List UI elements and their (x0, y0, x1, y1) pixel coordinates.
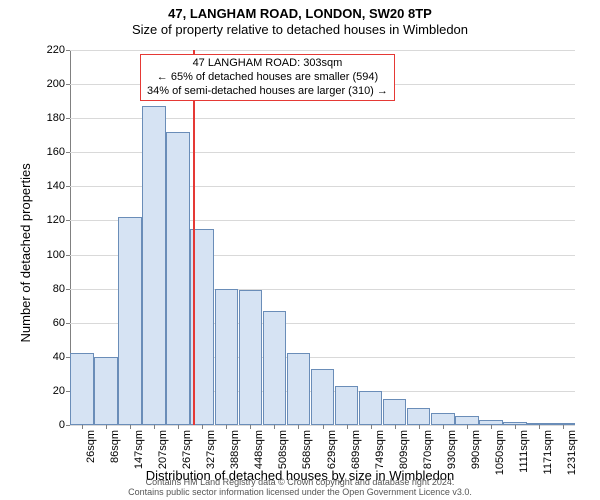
chart-title-address: 47, LANGHAM ROAD, LONDON, SW20 8TP (0, 6, 600, 21)
x-tick-mark (491, 425, 492, 429)
histogram-bar (359, 391, 383, 425)
y-tick-mark (66, 84, 70, 85)
x-tick-mark (443, 425, 444, 429)
x-tick-mark (178, 425, 179, 429)
x-tick-label: 990sqm (470, 430, 482, 480)
y-tick-label: 180 (30, 112, 65, 124)
annotation-line: 47 LANGHAM ROAD: 303sqm (147, 57, 388, 71)
x-tick-label: 930sqm (446, 430, 458, 480)
reference-line (193, 50, 195, 425)
x-tick-label: 870sqm (422, 430, 434, 480)
y-tick-label: 160 (30, 146, 65, 158)
attribution-footer: Contains HM Land Registry data © Crown c… (0, 478, 600, 498)
y-tick-label: 220 (30, 44, 65, 56)
x-tick-label: 207sqm (157, 430, 169, 480)
y-tick-mark (66, 323, 70, 324)
y-tick-mark (66, 391, 70, 392)
x-tick-label: 388sqm (229, 430, 241, 480)
gridline (70, 50, 575, 51)
y-tick-label: 200 (30, 78, 65, 90)
x-tick-mark (467, 425, 468, 429)
y-tick-label: 100 (30, 249, 65, 261)
annotation-line: 34% of semi-detached houses are larger (… (147, 85, 388, 99)
annotation-box: 47 LANGHAM ROAD: 303sqm← 65% of detached… (140, 54, 395, 101)
x-tick-mark (371, 425, 372, 429)
histogram-bar (431, 413, 455, 425)
x-tick-label: 689sqm (350, 430, 362, 480)
x-tick-mark (563, 425, 564, 429)
x-tick-label: 629sqm (326, 430, 338, 480)
histogram-bar (70, 353, 94, 425)
x-tick-label: 147sqm (133, 430, 145, 480)
chart-title-sub: Size of property relative to detached ho… (0, 22, 600, 37)
histogram-bar (94, 357, 118, 425)
x-tick-mark (274, 425, 275, 429)
x-tick-mark (515, 425, 516, 429)
x-tick-label: 809sqm (398, 430, 410, 480)
x-tick-mark (130, 425, 131, 429)
y-tick-mark (66, 289, 70, 290)
x-tick-label: 448sqm (253, 430, 265, 480)
x-tick-mark (154, 425, 155, 429)
footer-line2: Contains public sector information licen… (128, 487, 472, 497)
plot-area: 47 LANGHAM ROAD: 303sqm← 65% of detached… (70, 50, 575, 425)
histogram-bar (407, 408, 431, 425)
x-tick-mark (106, 425, 107, 429)
x-tick-label: 86sqm (109, 430, 121, 480)
x-tick-mark (347, 425, 348, 429)
histogram-bar (287, 353, 311, 425)
y-tick-mark (66, 118, 70, 119)
x-tick-mark (250, 425, 251, 429)
x-tick-mark (419, 425, 420, 429)
histogram-bar (142, 106, 166, 425)
y-tick-label: 60 (30, 317, 65, 329)
y-tick-mark (66, 357, 70, 358)
y-tick-label: 140 (30, 180, 65, 192)
x-tick-label: 267sqm (181, 430, 193, 480)
y-tick-mark (66, 425, 70, 426)
x-tick-label: 327sqm (205, 430, 217, 480)
x-tick-mark (82, 425, 83, 429)
x-tick-label: 1050sqm (494, 430, 506, 480)
y-tick-mark (66, 152, 70, 153)
histogram-bar (263, 311, 287, 425)
y-tick-mark (66, 255, 70, 256)
y-tick-label: 80 (30, 283, 65, 295)
x-tick-label: 1171sqm (542, 430, 554, 480)
x-tick-mark (298, 425, 299, 429)
y-tick-mark (66, 220, 70, 221)
x-tick-label: 26sqm (85, 430, 97, 480)
y-tick-label: 120 (30, 214, 65, 226)
x-tick-label: 1231sqm (566, 430, 578, 480)
y-tick-mark (66, 50, 70, 51)
x-tick-mark (539, 425, 540, 429)
histogram-bar (239, 290, 263, 425)
y-tick-mark (66, 186, 70, 187)
annotation-line: ← 65% of detached houses are smaller (59… (147, 71, 388, 85)
histogram-bar (335, 386, 359, 425)
histogram-bar (383, 399, 407, 425)
x-tick-label: 1111sqm (518, 430, 530, 480)
y-tick-label: 20 (30, 385, 65, 397)
histogram-bar (311, 369, 335, 425)
histogram-bar (118, 217, 142, 425)
chart-container: 47, LANGHAM ROAD, LONDON, SW20 8TP Size … (0, 0, 600, 500)
x-tick-mark (226, 425, 227, 429)
x-tick-mark (323, 425, 324, 429)
y-tick-label: 0 (30, 419, 65, 431)
x-tick-mark (395, 425, 396, 429)
x-tick-label: 749sqm (374, 430, 386, 480)
x-tick-mark (202, 425, 203, 429)
histogram-bar (455, 416, 479, 425)
y-tick-label: 40 (30, 351, 65, 363)
histogram-bar (215, 289, 239, 425)
histogram-bar (166, 132, 190, 425)
x-tick-label: 568sqm (301, 430, 313, 480)
x-tick-label: 508sqm (277, 430, 289, 480)
